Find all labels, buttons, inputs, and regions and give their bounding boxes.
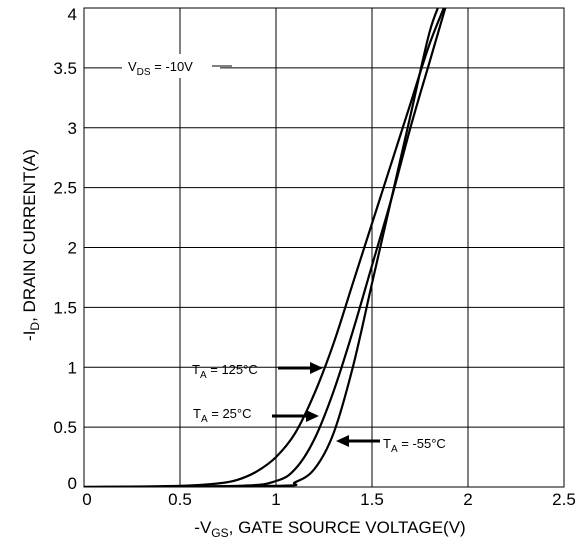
y-tick-label: 1.5 bbox=[53, 298, 77, 317]
tick-labels: 0 0.5 1 1.5 2 2.5 0 0.5 1 1.5 2 2.5 3 3.5 4 bbox=[53, 5, 575, 509]
ta-125-annotation: TA = 125°C bbox=[192, 362, 323, 381]
vds-annotation: VDS = -10V bbox=[122, 54, 232, 78]
ta-125-arrowhead bbox=[310, 362, 323, 374]
ta-125-label: TA = 125°C bbox=[192, 362, 258, 381]
series-line-1 bbox=[84, 8, 447, 487]
y-tick-label: 3.5 bbox=[53, 59, 77, 78]
ta-55-annotation: TA = -55°C bbox=[336, 435, 446, 455]
plot-frame bbox=[83, 7, 565, 488]
vds-label: VDS = -10V bbox=[128, 59, 193, 78]
series-group bbox=[84, 8, 447, 487]
ta-55-arrowhead bbox=[336, 435, 349, 447]
x-tick-label: 2 bbox=[463, 490, 472, 509]
x-tick-label: 0 bbox=[82, 490, 91, 509]
x-tick-label: 1 bbox=[271, 490, 280, 509]
x-tick-label: 0.5 bbox=[168, 490, 192, 509]
y-tick-label: 2 bbox=[68, 239, 77, 258]
ta-25-annotation: TA = 25°C bbox=[193, 406, 319, 425]
y-axis-title: -ID, DRAIN CURRENT(A) bbox=[20, 149, 42, 341]
y-tick-label: 0 bbox=[68, 474, 77, 493]
ta-55-label: TA = -55°C bbox=[383, 436, 446, 455]
series-line-2 bbox=[84, 8, 440, 487]
y-tick-label: 1 bbox=[68, 358, 77, 377]
y-tick-label: 2.5 bbox=[53, 179, 77, 198]
ta-25-label: TA = 25°C bbox=[193, 406, 252, 425]
y-tick-label: 3 bbox=[68, 119, 77, 138]
x-tick-label: 2.5 bbox=[552, 490, 576, 509]
y-tick-label: 4 bbox=[68, 5, 77, 24]
x-axis-title: -VGS, GATE SOURCE VOLTAGE(V) bbox=[194, 518, 465, 537]
y-tick-label: 0.5 bbox=[53, 418, 77, 437]
series-line-0 bbox=[84, 8, 446, 487]
ta-25-arrowhead bbox=[306, 410, 319, 422]
x-tick-label: 1.5 bbox=[360, 490, 384, 509]
